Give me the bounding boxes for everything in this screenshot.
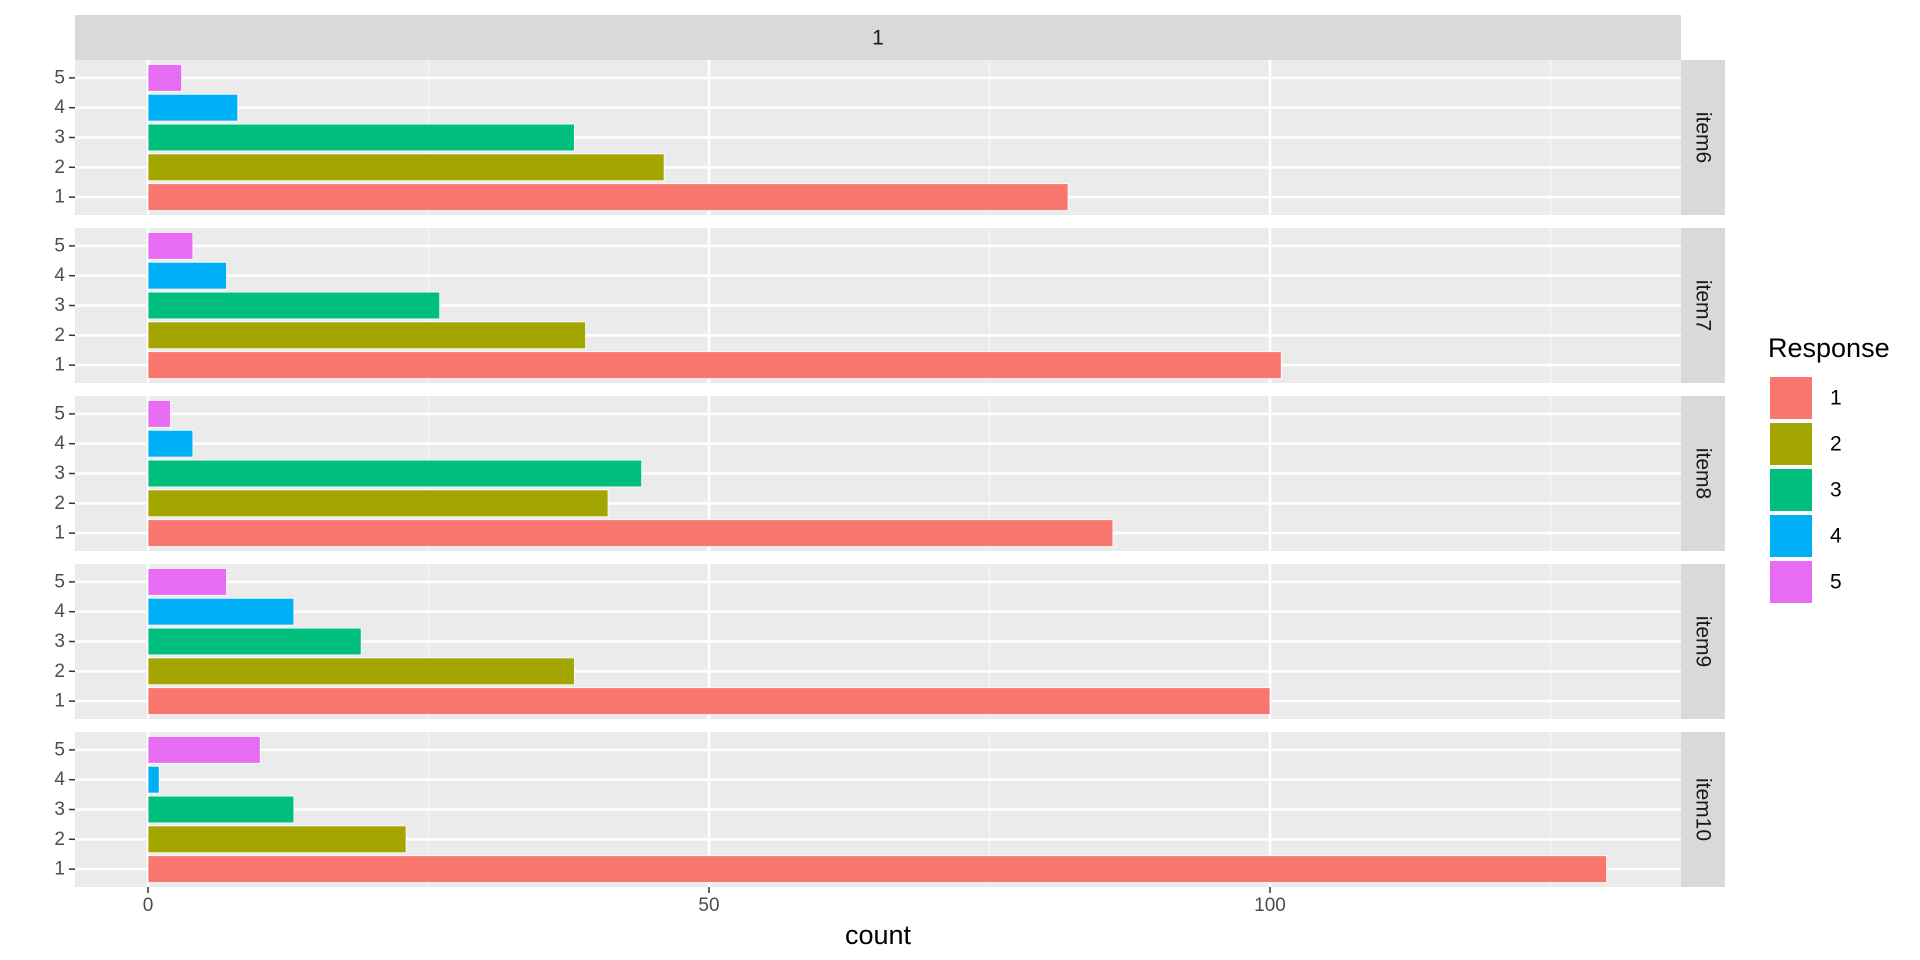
row-strip-label: item9 xyxy=(1692,616,1715,667)
bar-item7-response-2 xyxy=(147,321,586,350)
legend-key-1 xyxy=(1770,377,1812,419)
legend-items: 1 2 3 4 5 xyxy=(1770,377,1842,603)
y-tick-label: 2 xyxy=(54,829,65,850)
row-strip-label: item10 xyxy=(1692,778,1715,841)
y-tick-label: 2 xyxy=(54,661,65,682)
bar-item10-response-1 xyxy=(147,855,1607,883)
row-strip-background xyxy=(1681,60,1725,215)
bar-item6-response-4 xyxy=(147,93,239,122)
bar-item10-response-5 xyxy=(147,736,261,764)
bar-item8-response-1 xyxy=(147,519,1114,547)
bar-item6-response-3 xyxy=(147,123,575,152)
y-tick-label: 5 xyxy=(54,235,65,256)
bar-item7-response-5 xyxy=(147,232,194,260)
bar-item7-response-1 xyxy=(147,351,1282,379)
y-tick-label: 1 xyxy=(54,691,65,712)
legend-key-2 xyxy=(1770,423,1812,465)
y-tick-label: 2 xyxy=(54,493,65,514)
bar-item10-response-2 xyxy=(147,825,407,854)
legend-key-4 xyxy=(1770,515,1812,557)
legend-title: Response xyxy=(1768,333,1890,363)
legend: Response 1 2 3 4 5 xyxy=(1768,333,1890,603)
legend-label-3: 3 xyxy=(1830,479,1842,502)
facet-panel-item10: 1 2 3 4 5 item10 xyxy=(54,732,1725,887)
bar-item8-response-3 xyxy=(147,459,643,488)
legend-key-5 xyxy=(1770,561,1812,603)
column-strip: 1 xyxy=(75,15,1681,60)
y-tick-label: 5 xyxy=(54,739,65,760)
legend-key-3 xyxy=(1770,469,1812,511)
bar-item10-response-3 xyxy=(147,795,295,824)
bar-item9-response-2 xyxy=(147,657,575,686)
row-strip-background xyxy=(1681,228,1725,383)
row-strip-background xyxy=(1681,564,1725,719)
y-tick-label: 4 xyxy=(54,97,65,118)
bar-item7-response-3 xyxy=(147,291,441,320)
y-tick-label: 4 xyxy=(54,265,65,286)
bar-item6-response-2 xyxy=(147,153,665,182)
facet-panels: 1 2 3 4 5 item6 1 2 3 4 5 item7 1 2 3 4 5 item8 1 2 3 4 5 item9… xyxy=(54,60,1725,887)
legend-label-4: 4 xyxy=(1830,525,1842,548)
bar-item9-response-3 xyxy=(147,627,362,656)
y-tick-label: 5 xyxy=(54,571,65,592)
x-tick-label: 50 xyxy=(698,895,719,916)
y-tick-label: 1 xyxy=(54,523,65,544)
y-tick-label: 4 xyxy=(54,433,65,454)
y-tick-label: 3 xyxy=(54,295,65,316)
bar-item8-response-5 xyxy=(147,400,171,428)
y-tick-label: 3 xyxy=(54,463,65,484)
y-tick-label: 2 xyxy=(54,157,65,178)
y-tick-label: 3 xyxy=(54,631,65,652)
x-axis-title: count xyxy=(845,920,912,950)
y-tick-label: 1 xyxy=(54,187,65,208)
facet-panel-item6: 1 2 3 4 5 item6 xyxy=(54,60,1725,215)
y-tick-label: 1 xyxy=(54,859,65,880)
y-tick-label: 2 xyxy=(54,325,65,346)
bar-item8-response-4 xyxy=(147,429,194,458)
y-tick-label: 5 xyxy=(54,403,65,424)
bar-item9-response-5 xyxy=(147,568,227,596)
column-strip-label: 1 xyxy=(872,27,884,50)
x-axis: 0 50 100 xyxy=(143,887,1286,916)
legend-label-5: 5 xyxy=(1830,571,1842,594)
bar-item7-response-4 xyxy=(147,261,227,290)
facet-panel-item8: 1 2 3 4 5 item8 xyxy=(54,396,1725,551)
y-tick-label: 1 xyxy=(54,355,65,376)
x-tick-label: 100 xyxy=(1254,895,1286,916)
facet-panel-item9: 1 2 3 4 5 item9 xyxy=(54,564,1725,719)
bar-item6-response-5 xyxy=(147,64,183,92)
row-strip-label: item6 xyxy=(1692,112,1715,163)
y-tick-label: 4 xyxy=(54,769,65,790)
facet-panel-item7: 1 2 3 4 5 item7 xyxy=(54,228,1725,383)
y-tick-label: 3 xyxy=(54,799,65,820)
bar-item9-response-1 xyxy=(147,687,1271,715)
bar-item8-response-2 xyxy=(147,489,609,518)
y-tick-label: 3 xyxy=(54,127,65,148)
x-tick-label: 0 xyxy=(143,895,154,916)
bar-item9-response-4 xyxy=(147,597,295,626)
row-strip-background xyxy=(1681,732,1725,887)
legend-label-1: 1 xyxy=(1830,387,1842,410)
y-tick-label: 5 xyxy=(54,67,65,88)
row-strip-label: item7 xyxy=(1692,280,1715,331)
bar-item10-response-4 xyxy=(147,765,160,794)
column-strip-background xyxy=(75,15,1681,60)
legend-label-2: 2 xyxy=(1830,433,1842,456)
row-strip-background xyxy=(1681,396,1725,551)
bar-item6-response-1 xyxy=(147,183,1069,211)
row-strip-label: item8 xyxy=(1692,448,1715,499)
y-tick-label: 4 xyxy=(54,601,65,622)
